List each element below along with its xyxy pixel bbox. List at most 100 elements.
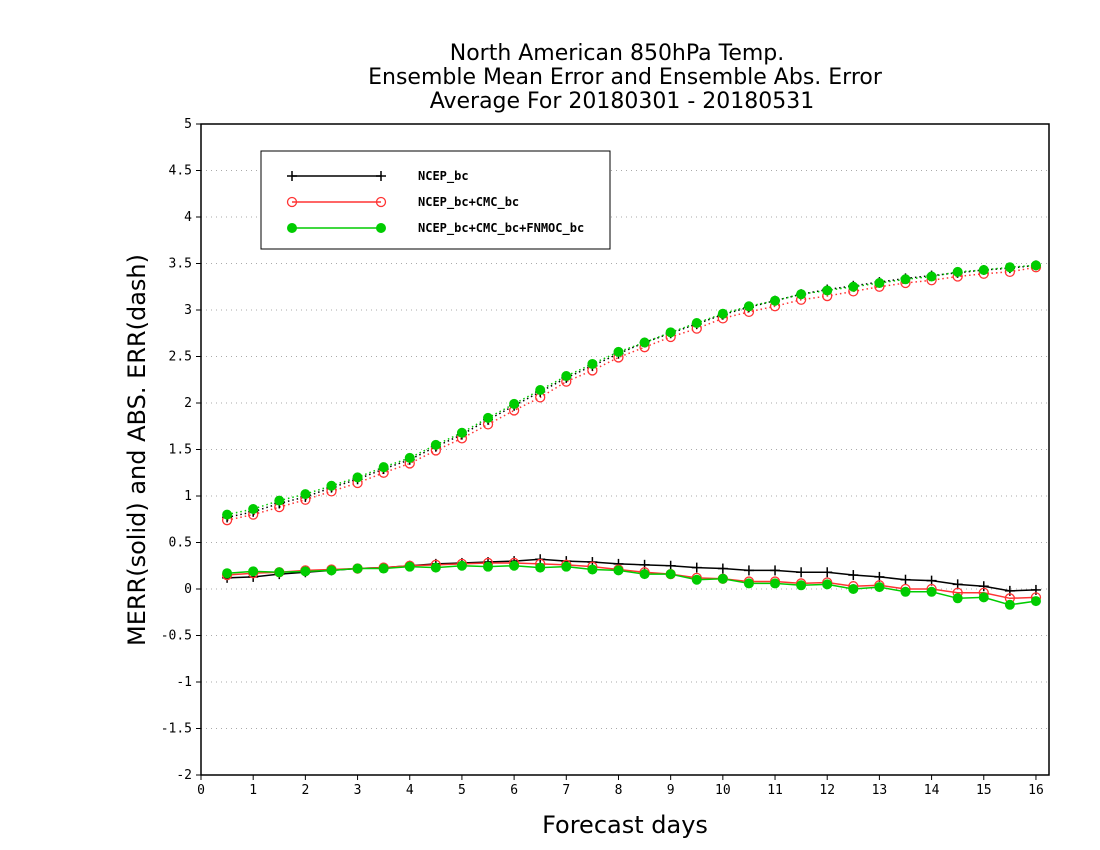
abs-err-point-ncep-bc-cmc-bc-fnmoc-bc xyxy=(665,327,676,338)
abs-err-point-ncep-bc-cmc-bc-fnmoc-bc xyxy=(483,412,494,423)
merr-point-ncep-bc xyxy=(691,562,702,573)
abs-err-point-ncep-bc-cmc-bc-fnmoc-bc xyxy=(326,480,337,491)
merr-point-ncep-bc-cmc-bc-fnmoc-bc xyxy=(404,561,415,572)
abs-err-point-ncep-bc-cmc-bc-fnmoc-bc xyxy=(978,265,989,276)
legend: NCEP_bc NCEP_bc+CMC_bc NCEP_bc+CMC_bc+FNMO… xyxy=(260,150,611,250)
x-tick-label: 7 xyxy=(562,783,570,798)
chart-title-line-3: Average For 20180301 - 20180531 xyxy=(430,89,815,114)
y-tick-label: -1 xyxy=(176,675,192,690)
abs-err-point-ncep-bc-cmc-bc-fnmoc-bc xyxy=(509,398,520,409)
merr-point-ncep-bc-cmc-bc-fnmoc-bc xyxy=(874,582,885,593)
x-tick-label: 5 xyxy=(458,783,466,798)
merr-point-ncep-bc-cmc-bc-fnmoc-bc xyxy=(848,584,859,594)
abs-err-point-ncep-bc-cmc-bc-fnmoc-bc xyxy=(743,301,754,312)
merr-point-ncep-bc-cmc-bc-fnmoc-bc xyxy=(665,569,676,580)
legend-marker xyxy=(375,196,387,208)
merr-point-ncep-bc xyxy=(900,574,911,585)
abs-err-point-ncep-bc-cmc-bc-fnmoc-bc xyxy=(1004,262,1015,273)
merr-point-ncep-bc xyxy=(770,565,781,576)
merr-point-ncep-bc-cmc-bc-fnmoc-bc xyxy=(717,573,728,584)
abs-err-point-ncep-bc-cmc-bc-fnmoc-bc xyxy=(587,358,598,369)
merr-point-ncep-bc-cmc-bc-fnmoc-bc xyxy=(900,586,911,597)
abs-err-point-ncep-bc-cmc-bc-fnmoc-bc xyxy=(430,439,441,450)
abs-err-point-ncep-bc-cmc-bc-fnmoc-bc xyxy=(613,346,624,357)
legend-marker xyxy=(287,171,297,181)
x-tick-label: 12 xyxy=(819,783,835,798)
merr-point-ncep-bc-cmc-bc-fnmoc-bc xyxy=(456,560,467,571)
abs-err-point-ncep-bc-cmc-bc-fnmoc-bc xyxy=(770,295,781,306)
legend-box xyxy=(260,150,611,250)
x-tick-label: 3 xyxy=(354,783,362,798)
y-tick-label: 3.5 xyxy=(169,257,192,272)
y-tick-label: 1.5 xyxy=(169,443,192,458)
merr-point-ncep-bc-cmc-bc-fnmoc-bc xyxy=(326,565,337,576)
chart-title-line-2: Ensemble Mean Error and Ensemble Abs. Er… xyxy=(368,65,883,90)
x-axis-label: Forecast days xyxy=(542,811,708,839)
merr-point-ncep-bc-cmc-bc-fnmoc-bc xyxy=(926,586,937,597)
x-tick-label: 13 xyxy=(872,783,888,798)
merr-point-ncep-bc-cmc-bc-fnmoc-bc xyxy=(535,562,546,573)
abs-err-point-ncep-bc-cmc-bc-fnmoc-bc xyxy=(456,427,467,438)
ticks-layer: -2-1.5-1-0.500.511.522.533.544.550 1 2 3 4 5 6… xyxy=(161,117,1044,798)
x-tick-label: 9 xyxy=(667,783,675,798)
legend-marker xyxy=(286,196,298,208)
y-tick-label: 2 xyxy=(184,396,192,411)
abs-err-point-ncep-bc-cmc-bc-fnmoc-bc xyxy=(874,278,885,289)
abs-err-point-ncep-bc-cmc-bc-fnmoc-bc xyxy=(352,472,363,483)
x-tick-label: 8 xyxy=(615,783,623,798)
abs-err-point-ncep-bc-cmc-bc-fnmoc-bc xyxy=(300,489,311,500)
merr-point-ncep-bc-cmc-bc-fnmoc-bc xyxy=(509,560,520,571)
abs-err-point-ncep-bc-cmc-bc-fnmoc-bc xyxy=(717,308,728,319)
merr-point-ncep-bc xyxy=(848,570,859,581)
merr-point-ncep-bc-cmc-bc-fnmoc-bc xyxy=(691,574,702,585)
x-tick-label: 15 xyxy=(976,783,992,798)
y-tick-label: 2.5 xyxy=(169,350,192,365)
y-tick-label: 5 xyxy=(184,117,192,132)
abs-err-point-ncep-bc-cmc-bc-fnmoc-bc xyxy=(848,281,859,292)
y-tick-label: -1.5 xyxy=(161,722,192,737)
merr-point-ncep-bc-cmc-bc-fnmoc-bc xyxy=(248,566,259,577)
merr-point-ncep-bc-cmc-bc-fnmoc-bc xyxy=(952,593,963,604)
merr-point-ncep-bc-cmc-bc-fnmoc-bc xyxy=(613,565,624,576)
y-tick-label: -0.5 xyxy=(161,629,192,644)
merr-point-ncep-bc xyxy=(743,565,754,576)
merr-point-ncep-bc-cmc-bc-fnmoc-bc xyxy=(483,561,494,572)
y-tick-label: -2 xyxy=(176,768,192,783)
merr-point-ncep-bc-cmc-bc-fnmoc-bc xyxy=(1030,596,1041,607)
x-tick-label: 0 xyxy=(197,783,205,798)
chart-title-line-1: North American 850hPa Temp. xyxy=(450,41,785,66)
merr-point-ncep-bc-cmc-bc-fnmoc-bc xyxy=(430,562,441,573)
abs-err-point-ncep-bc-cmc-bc-fnmoc-bc xyxy=(222,509,233,520)
legend-label: NCEP_bc+CMC_bc xyxy=(418,195,519,210)
x-tick-label: 16 xyxy=(1028,783,1044,798)
merr-point-ncep-bc-cmc-bc-fnmoc-bc xyxy=(274,567,285,578)
merr-point-ncep-bc-cmc-bc-fnmoc-bc xyxy=(978,592,989,603)
y-tick-label: 4.5 xyxy=(169,164,192,179)
abs-err-point-ncep-bc-cmc-bc-fnmoc-bc xyxy=(691,318,702,329)
y-tick-label: 1 xyxy=(184,489,192,504)
legend-marker xyxy=(287,223,297,233)
abs-err-point-ncep-bc-cmc-bc-fnmoc-bc xyxy=(796,289,807,300)
abs-err-point-ncep-bc-cmc-bc-fnmoc-bc xyxy=(822,285,833,296)
abs-err-point-ncep-bc-cmc-bc-fnmoc-bc xyxy=(274,495,285,506)
series-layer xyxy=(221,260,1042,610)
x-tick-label: 1 xyxy=(249,783,257,798)
abs-err-point-ncep-bc-cmc-bc-fnmoc-bc xyxy=(1030,260,1041,271)
x-tick-label: 4 xyxy=(406,783,414,798)
y-tick-label: 0.5 xyxy=(169,536,192,551)
merr-point-ncep-bc-cmc-bc-fnmoc-bc xyxy=(770,578,781,589)
legend-label: NCEP_bc+CMC_bc+FNMOC_bc xyxy=(418,221,584,236)
merr-point-ncep-bc-cmc-bc-fnmoc-bc xyxy=(639,569,650,580)
merr-point-ncep-bc-cmc-bc-fnmoc-bc xyxy=(300,566,311,577)
merr-point-ncep-bc-cmc-bc-fnmoc-bc xyxy=(352,563,363,574)
y-tick-label: 4 xyxy=(184,210,192,225)
legend-label: NCEP_bc xyxy=(418,169,469,184)
y-axis-label: MERR(solid) and ABS. ERR(dash) xyxy=(123,254,151,646)
abs-err-point-ncep-bc-cmc-bc-fnmoc-bc xyxy=(561,371,572,382)
x-tick-label: 14 xyxy=(924,783,940,798)
legend-marker xyxy=(376,223,386,233)
legend-items: NCEP_bc NCEP_bc+CMC_bc NCEP_bc+CMC_bc+FNMO… xyxy=(286,169,584,236)
merr-point-ncep-bc xyxy=(978,581,989,592)
